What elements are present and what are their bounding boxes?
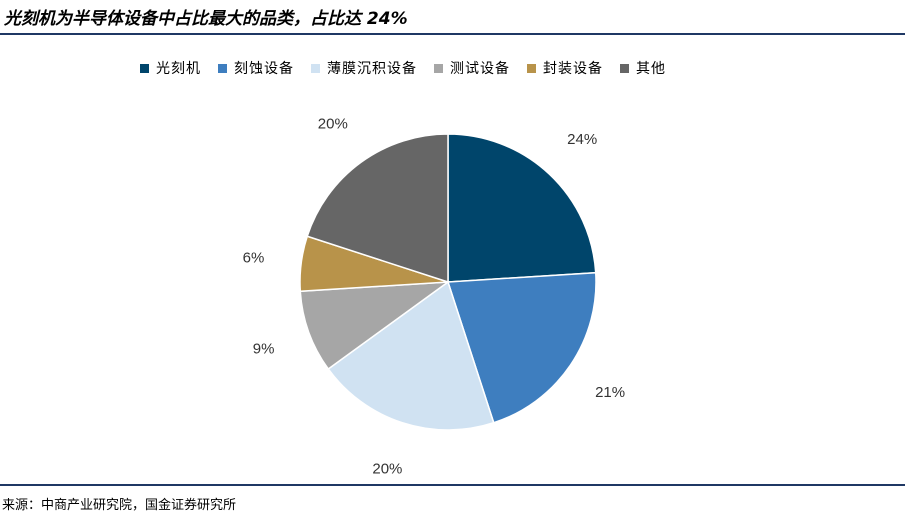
legend-label: 其他 (636, 61, 666, 77)
pie-slice (299, 281, 451, 371)
pie-slice (447, 133, 597, 283)
legend-label: 薄膜沉积设备 (327, 61, 417, 77)
legend-swatch (140, 63, 149, 73)
legend-item: 封装设备 (527, 58, 603, 78)
legend-item: 光刻机 (140, 58, 201, 78)
slice-label: 20% (318, 115, 348, 132)
legend-item: 刻蚀设备 (218, 58, 294, 78)
slice-label: 24% (567, 131, 597, 148)
legend-swatch (311, 63, 320, 73)
legend-swatch (620, 63, 629, 73)
slice-label: 20% (372, 460, 402, 477)
chart-legend: 光刻机 刻蚀设备 薄膜沉积设备 测试设备 封装设备 其他 (140, 58, 683, 78)
legend-label: 测试设备 (450, 61, 510, 77)
pie-slice (306, 133, 449, 284)
legend-swatch (434, 63, 443, 73)
source-note: 来源：中商产业研究院，国金证券研究所 (2, 498, 237, 513)
chart-title: 光刻机为半导体设备中占比最大的品类，占比达 24% (4, 9, 408, 29)
legend-item: 测试设备 (434, 58, 510, 78)
top-divider (0, 33, 905, 35)
pie-slice (327, 280, 495, 431)
legend-item: 其他 (620, 58, 666, 78)
legend-item: 薄膜沉积设备 (311, 58, 417, 78)
legend-swatch (527, 63, 536, 73)
slice-label: 21% (595, 384, 625, 401)
legend-swatch (218, 63, 227, 73)
bottom-divider (0, 484, 905, 486)
slice-label: 6% (243, 249, 265, 266)
pie-slice (446, 271, 597, 424)
legend-label: 封装设备 (543, 61, 603, 77)
legend-label: 光刻机 (156, 61, 201, 77)
slice-label: 9% (253, 340, 275, 357)
legend-label: 刻蚀设备 (234, 61, 294, 77)
